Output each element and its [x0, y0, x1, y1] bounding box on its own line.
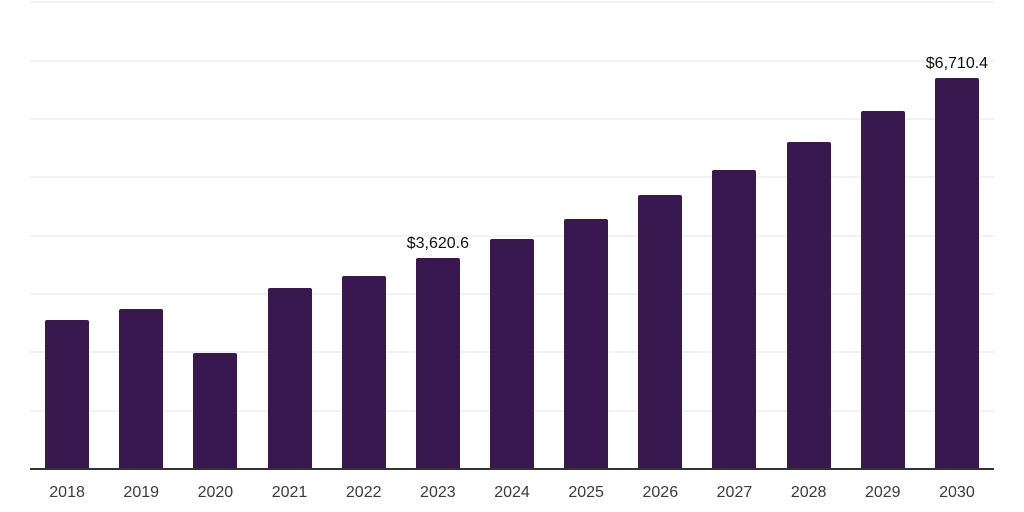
bar-2025[interactable] [564, 219, 609, 469]
gridline-6000 [30, 117, 994, 120]
bar-2019[interactable] [119, 309, 164, 469]
x-tick-2021: 2021 [271, 484, 308, 501]
x-tick-2024: 2024 [494, 484, 530, 501]
x-tick-2030: 2030 [939, 484, 975, 501]
x-tick-2029: 2029 [864, 484, 901, 501]
x-tick-2020: 2020 [197, 484, 234, 501]
x-tick-2028: 2028 [790, 484, 827, 501]
x-tick-2026: 2026 [642, 484, 679, 501]
x-tick-2027: 2027 [716, 484, 753, 501]
x-tick-2022: 2022 [345, 484, 382, 501]
gridline-4000 [30, 234, 994, 237]
bar-2027[interactable] [712, 170, 757, 469]
x-tick-2023: 2023 [420, 484, 456, 501]
x-axis-line [30, 468, 994, 470]
bar-2018[interactable] [45, 320, 90, 469]
bar-2026[interactable] [638, 195, 683, 469]
gridline-5000 [30, 176, 994, 179]
bar-2020[interactable] [193, 353, 238, 469]
bar-2023[interactable] [415, 257, 460, 469]
gridline-7000 [30, 59, 994, 62]
bar-2028[interactable] [786, 142, 831, 469]
x-tick-2025: 2025 [568, 484, 604, 501]
bar-2029[interactable] [860, 111, 905, 469]
x-tick-2019: 2019 [123, 484, 160, 501]
bar-2021[interactable] [267, 288, 312, 469]
data-label-2030: $6,710.4 [925, 54, 989, 72]
gridline-8000 [30, 1, 994, 4]
data-label-2023: $3,620.6 [406, 234, 469, 252]
bar-2022[interactable] [341, 276, 386, 469]
bar-2030[interactable] [934, 77, 979, 469]
bar-2024[interactable] [490, 239, 534, 469]
x-tick-2018: 2018 [49, 484, 85, 501]
